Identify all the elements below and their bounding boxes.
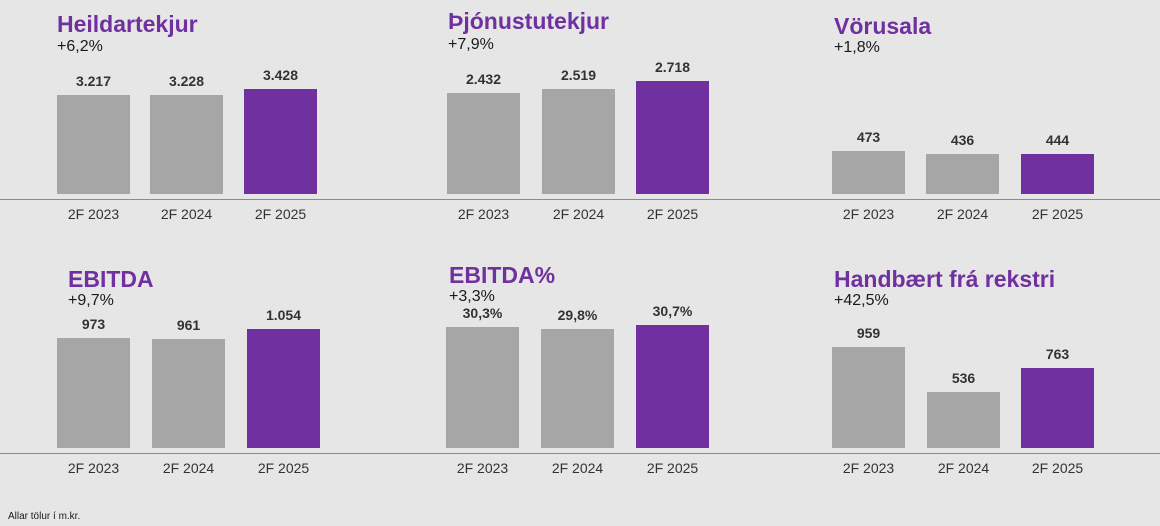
bar [1021,368,1094,448]
data-label: 763 [1045,346,1070,362]
change-percent: +42,5% [834,292,889,309]
bar [832,151,905,194]
category-label: 2F 2025 [1031,460,1084,476]
data-label: 2.519 [560,67,597,83]
bar [244,89,317,194]
category-label: 2F 2024 [937,460,990,476]
data-label: 30,7% [652,303,693,319]
data-label: 473 [856,129,881,145]
data-label: 3.228 [168,73,205,89]
bar [446,327,519,448]
category-label: 2F 2023 [67,206,120,222]
bar [636,325,709,448]
category-label: 2F 2025 [257,460,310,476]
data-label: 973 [81,316,106,332]
bar [927,392,1000,448]
chart-title: Handbært frá rekstri [834,266,1056,292]
data-label: 29,8% [557,307,598,323]
bar [447,93,520,194]
change-percent: +7,9% [448,36,494,53]
bar [541,329,614,448]
category-label: 2F 2025 [646,206,699,222]
category-label: 2F 2025 [1031,206,1084,222]
chart-title: Heildartekjur [57,11,198,37]
data-label: 961 [176,317,201,333]
bar [247,329,320,448]
bar [152,339,225,448]
category-label: 2F 2023 [842,206,895,222]
category-label: 2F 2024 [551,460,604,476]
category-label: 2F 2024 [936,206,989,222]
data-label: 536 [951,370,976,386]
axis-line-top [0,199,1160,200]
category-label: 2F 2024 [160,206,213,222]
bar [57,338,130,448]
category-label: 2F 2025 [254,206,307,222]
category-label: 2F 2023 [67,460,120,476]
bar [57,95,130,194]
change-percent: +9,7% [68,292,114,309]
chart-title: EBITDA% [449,262,556,288]
category-label: 2F 2023 [457,206,510,222]
bar [926,154,999,194]
data-label: 2.432 [465,71,502,87]
category-label: 2F 2023 [456,460,509,476]
bar [1021,154,1094,194]
bar [636,81,709,194]
axis-line-bottom [0,453,1160,454]
category-label: 2F 2024 [162,460,215,476]
data-label: 444 [1045,132,1070,148]
chart-title: Vörusala [834,13,932,39]
data-label: 3.428 [262,67,299,83]
category-label: 2F 2023 [842,460,895,476]
data-label: 1.054 [265,307,302,323]
chart-title: Þjónustutekjur [448,8,610,34]
category-label: 2F 2024 [552,206,605,222]
data-label: 3.217 [75,73,112,89]
data-label: 959 [856,325,881,341]
data-label: 436 [950,132,975,148]
bar [150,95,223,194]
category-label: 2F 2025 [646,460,699,476]
change-percent: +1,8% [834,39,880,56]
bar [542,89,615,194]
bar [832,347,905,448]
change-percent: +6,2% [57,38,103,55]
change-percent: +3,3% [449,288,495,305]
footnote: Allar tölur í m.kr. [8,511,81,522]
data-label: 30,3% [462,305,503,321]
chart-title: EBITDA [68,266,154,292]
data-label: 2.718 [654,59,691,75]
